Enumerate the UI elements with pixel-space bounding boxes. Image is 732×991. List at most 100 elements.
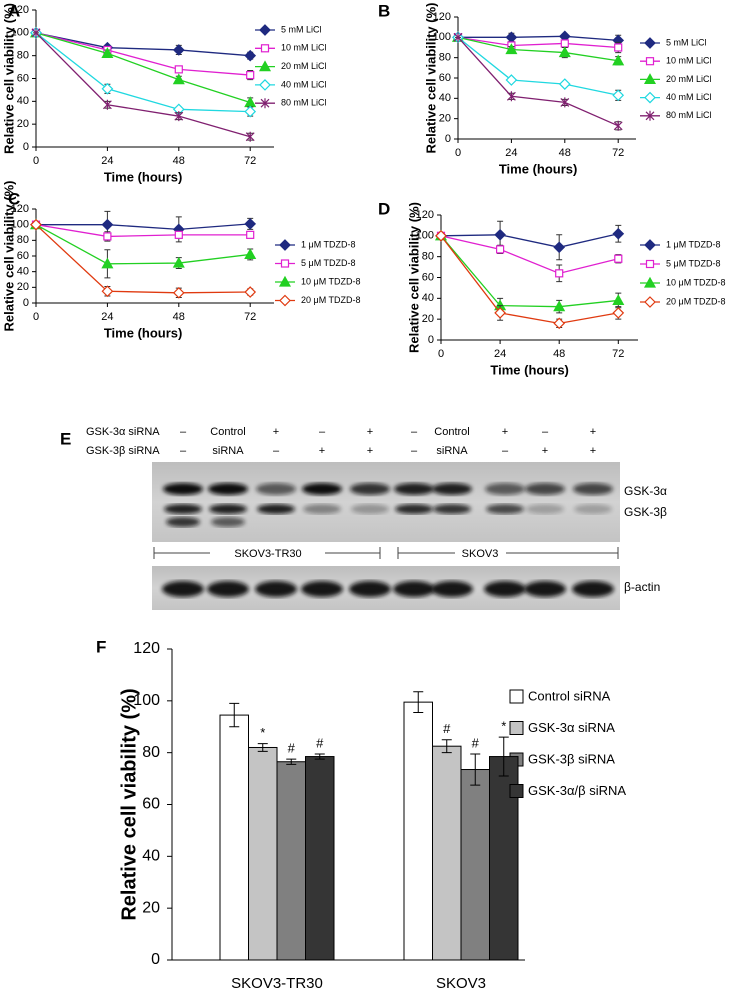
legend-marker — [279, 239, 291, 251]
blot-band — [301, 581, 343, 597]
y-tick-label: 40 — [439, 92, 451, 104]
panel-label: E — [60, 429, 71, 448]
blot-band — [166, 517, 200, 527]
row-cell: + — [502, 426, 508, 438]
y-tick-label: 20 — [142, 899, 160, 916]
marker — [101, 285, 114, 298]
legend-label: GSK-3α siRNA — [528, 720, 615, 735]
legend-marker — [643, 73, 657, 84]
significance-label: # — [316, 735, 324, 750]
row-cell: – — [502, 445, 509, 457]
y-tick-label: 60 — [422, 271, 434, 283]
marker — [101, 82, 114, 95]
x-tick-label: 0 — [33, 155, 39, 167]
marker — [172, 256, 185, 268]
marker — [645, 57, 655, 66]
marker — [614, 254, 623, 263]
y-tick-label: 80 — [439, 52, 451, 64]
y-axis-label: Relative cell viability (%) — [406, 202, 421, 353]
legend-marker — [260, 44, 270, 53]
series-line — [35, 32, 251, 113]
y-tick-label: 40 — [142, 848, 160, 865]
blot-band — [574, 504, 612, 514]
row-cell: – — [319, 426, 326, 438]
panel-label: D — [378, 199, 390, 218]
y-tick-label: 80 — [17, 50, 29, 62]
series-line — [440, 235, 619, 324]
row-cell: Control — [434, 426, 469, 438]
x-axis-label: Time (hours) — [104, 325, 183, 340]
series-line — [457, 36, 619, 96]
blot-band — [486, 504, 524, 514]
bar — [219, 714, 249, 961]
row-cell: siRNA — [212, 445, 244, 457]
series-line — [35, 32, 251, 57]
legend-marker — [278, 275, 292, 287]
panel-label: B — [378, 1, 390, 20]
legend-marker — [645, 57, 655, 66]
marker — [258, 60, 272, 72]
legend-marker — [279, 294, 291, 307]
blot-band — [209, 504, 247, 514]
band-label: GSK-3β — [624, 505, 667, 519]
group-label: SKOV3 — [462, 548, 499, 560]
y-tick-label: 40 — [17, 95, 29, 107]
x-tick-label: 48 — [559, 147, 571, 159]
x-tick-label: 0 — [455, 147, 461, 159]
blot-band — [394, 483, 434, 495]
marker — [172, 286, 185, 299]
series-line — [35, 224, 251, 294]
marker — [246, 230, 255, 239]
marker — [260, 98, 270, 109]
row-label: GSK-3β siRNA — [86, 445, 160, 457]
x-tick-label: 48 — [173, 155, 185, 167]
x-axis-label: Time (hours) — [499, 161, 578, 176]
marker — [612, 89, 625, 102]
marker — [505, 43, 518, 55]
y-tick-label: 0 — [428, 334, 434, 346]
band-label: GSK-3α — [624, 484, 667, 498]
y-tick-label: 20 — [422, 313, 434, 325]
marker — [260, 44, 270, 53]
y-tick-label: 0 — [445, 133, 451, 145]
legend-marker — [643, 276, 657, 288]
blot-band — [255, 581, 297, 597]
series-line — [457, 36, 619, 127]
legend-marker — [644, 239, 656, 251]
blot-band — [433, 504, 471, 514]
marker — [506, 91, 516, 102]
x-tick-label: 24 — [494, 348, 506, 360]
legend-label: 10 μM TDZD-8 — [301, 276, 361, 286]
significance-label: # — [288, 741, 296, 756]
legend-marker — [280, 259, 290, 268]
band-label: β-actin — [624, 580, 660, 594]
legend-label: 10 mM LiCl — [281, 43, 327, 53]
y-tick-label: 120 — [433, 11, 451, 23]
y-axis-label: Relative cell viability (%) — [423, 2, 438, 153]
blot-membrane — [152, 462, 620, 542]
marker — [245, 131, 255, 142]
panel-label: A — [8, 1, 20, 20]
legend-marker — [644, 296, 656, 308]
marker — [259, 79, 271, 91]
blot-band — [524, 581, 566, 597]
legend-marker — [260, 98, 270, 109]
marker — [553, 300, 566, 312]
blot-band — [162, 581, 204, 597]
marker — [494, 307, 506, 319]
blot-band — [164, 504, 202, 514]
legend-marker — [644, 37, 656, 49]
error-bar — [229, 702, 240, 728]
y-axis-label: Relative cell viability (%) — [1, 180, 16, 331]
row-cell: + — [319, 445, 325, 457]
legend-marker — [259, 79, 271, 91]
y-tick-label: 120 — [416, 209, 434, 221]
legend-marker — [644, 91, 656, 104]
legend-label: 5 mM LiCl — [281, 24, 322, 34]
marker — [174, 111, 184, 122]
blot-band — [393, 581, 435, 597]
row-cell: + — [590, 426, 596, 438]
row-cell: + — [367, 445, 373, 457]
significance-label: * — [260, 725, 265, 740]
x-tick-label: 0 — [438, 348, 444, 360]
